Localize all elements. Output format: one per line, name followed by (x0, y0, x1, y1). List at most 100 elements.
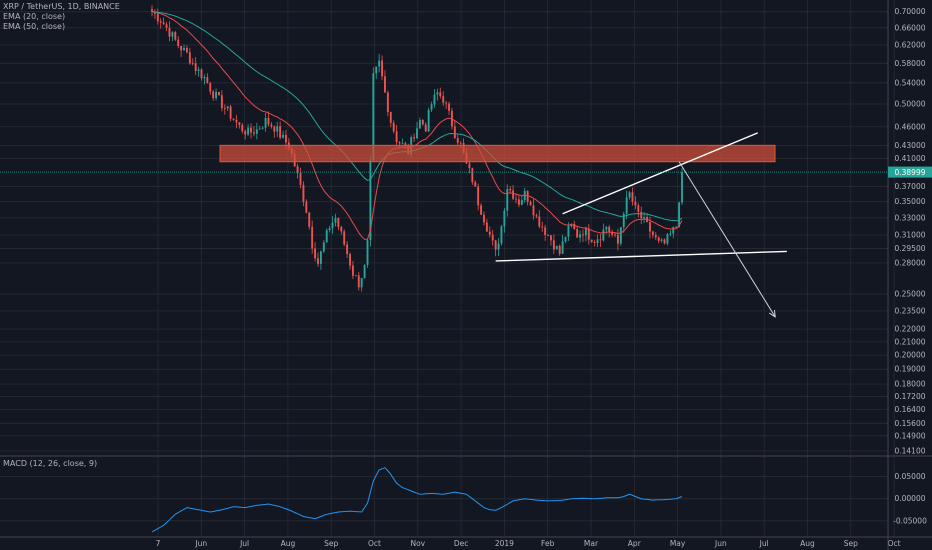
time-tick-label: Nov (410, 539, 425, 548)
candle-body (503, 210, 506, 227)
candle-body (206, 77, 209, 84)
candle-body (389, 111, 392, 123)
candle-body (317, 258, 319, 264)
candle-body (220, 95, 223, 109)
candle-body (558, 245, 561, 254)
price-tick-label: 0.31000 (894, 231, 925, 240)
candle-body (418, 119, 421, 129)
price-tick-label: 0.15600 (894, 419, 925, 428)
time-tick-label: Sep (844, 539, 858, 548)
candle-body (433, 94, 436, 105)
candle-body (174, 32, 177, 40)
candle-body (218, 91, 220, 96)
candle-body (319, 251, 322, 264)
candle-body (270, 124, 273, 127)
candle-body (168, 27, 171, 37)
candle-body (197, 69, 200, 71)
candle-body (541, 226, 544, 228)
candle-body (235, 119, 238, 123)
candle-body (238, 122, 241, 125)
candle-body (215, 91, 218, 99)
candle-body (279, 126, 282, 138)
candle-body (564, 236, 567, 242)
time-tick-label: 2019 (495, 539, 514, 548)
candle-body (483, 214, 485, 223)
chart-legend-symbol: XRP / TetherUS, 1D, BINANCE (3, 2, 120, 11)
candle-body (159, 21, 162, 23)
candle-body (611, 231, 614, 235)
price-tick-label: 0.19000 (894, 365, 925, 374)
time-tick-label: Jun (714, 539, 727, 548)
candle-body (643, 216, 646, 219)
candle-body (666, 234, 669, 244)
candle-body (544, 227, 547, 235)
candle-body (488, 231, 491, 235)
price-tick-label: 0.16400 (894, 405, 925, 414)
candle-body (442, 96, 445, 103)
candle-body (334, 217, 337, 223)
current-price-badge (888, 166, 932, 178)
candle-body (660, 239, 663, 241)
chart-legend-ema50: EMA (50, close) (3, 22, 66, 31)
candle-body (491, 234, 494, 241)
candle-body (649, 222, 651, 232)
time-tick-label: Feb (541, 539, 555, 548)
candle-body (517, 199, 520, 205)
price-tick-label: 0.14900 (894, 431, 925, 440)
candle-body (547, 234, 549, 236)
candle-body (151, 9, 153, 12)
candle-body (252, 132, 255, 134)
candle-body (191, 63, 194, 65)
candle-body (480, 205, 483, 215)
candle-body (232, 118, 235, 120)
candle-body (681, 172, 683, 203)
candle-body (515, 198, 517, 200)
projection-arrow-line[interactable] (678, 161, 776, 318)
candle-body (328, 228, 331, 231)
candle-body (453, 126, 456, 139)
time-tick-label: Jul (759, 539, 769, 548)
candle-body (171, 32, 174, 37)
upper-trendline[interactable] (562, 132, 758, 215)
macd-tick-label: 0.05000 (894, 472, 925, 481)
current-price-label: 0.38999 (894, 168, 925, 177)
price-tick-label: 0.28000 (894, 258, 925, 267)
candle-body (622, 213, 625, 228)
candle-body (573, 223, 576, 230)
time-tick-label: Sep (324, 539, 338, 548)
price-tick-label: 0.41000 (894, 154, 925, 163)
chart-legend-ema20: EMA (20, close) (3, 12, 66, 21)
candle-body (203, 77, 206, 79)
candle-body (255, 129, 258, 134)
candle-body (302, 184, 305, 202)
candle-body (614, 234, 616, 236)
candle-body (404, 143, 407, 146)
candle-body (485, 222, 488, 232)
price-tick-label: 0.58000 (894, 59, 925, 68)
price-tick-label: 0.14100 (894, 447, 925, 456)
lower-trendline[interactable] (495, 250, 787, 262)
candle-body (165, 24, 168, 28)
candle-body (445, 102, 448, 104)
candle-body (637, 205, 640, 212)
candle-body (194, 63, 197, 71)
candle-body (346, 244, 349, 254)
candle-body (264, 117, 267, 128)
time-tick-label: Aug (800, 539, 815, 548)
candle-body (532, 205, 535, 216)
candle-body (311, 226, 314, 249)
candle-body (366, 240, 369, 265)
candle-body (241, 124, 244, 132)
candle-body (619, 227, 622, 244)
candle-body (372, 73, 375, 161)
candle-body (285, 134, 287, 143)
resistance-zone[interactable] (219, 144, 776, 163)
candle-body (672, 227, 675, 234)
candle-body (276, 126, 279, 132)
ema20-line (151, 11, 683, 240)
candle-body (209, 83, 212, 92)
time-tick-label: Jul (239, 539, 249, 548)
candle-body (244, 131, 247, 135)
